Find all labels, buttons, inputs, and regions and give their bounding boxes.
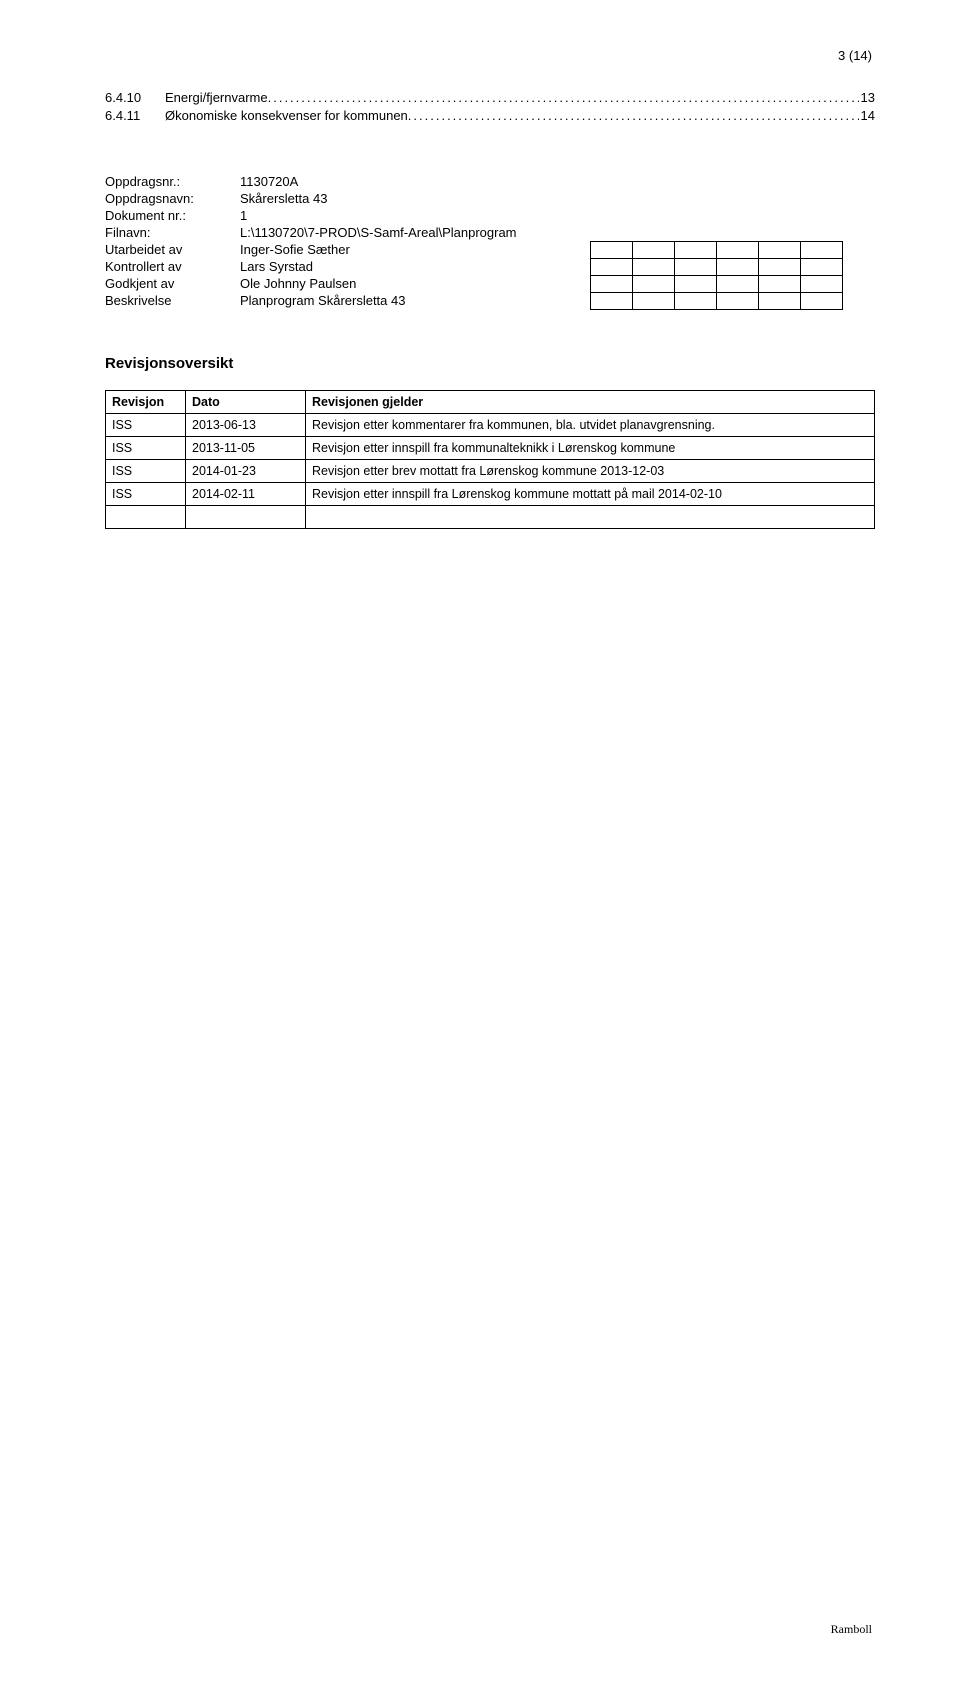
meta-empty-cell <box>758 258 800 275</box>
cell-date: 2014-02-11 <box>186 482 306 505</box>
meta-value: Skårersletta 43 <box>240 190 590 207</box>
col-description: Revisjonen gjelder <box>306 390 875 413</box>
cell-description: Revisjon etter innspill fra kommunaltekn… <box>306 436 875 459</box>
toc-page: 14 <box>859 108 875 123</box>
meta-row: Oppdragsnr.: 1130720A <box>105 173 842 190</box>
meta-label: Oppdragsnavn: <box>105 190 240 207</box>
meta-label: Kontrollert av <box>105 258 240 275</box>
cell-description <box>306 505 875 528</box>
cell-revision: ISS <box>106 413 186 436</box>
meta-empty-cell <box>674 275 716 292</box>
cell-description: Revisjon etter kommentarer fra kommunen,… <box>306 413 875 436</box>
meta-empty-cell <box>716 241 758 258</box>
footer-company: Ramboll <box>831 1622 872 1637</box>
toc: 6.4.10 Energi/fjernvarme 13 6.4.11 Økono… <box>105 90 875 123</box>
meta-empty-cell <box>590 241 632 258</box>
toc-entry: 6.4.11 Økonomiske konsekvenser for kommu… <box>105 108 875 123</box>
meta-label: Utarbeidet av <box>105 241 240 258</box>
meta-row: Dokument nr.: 1 <box>105 207 842 224</box>
revision-heading: Revisjonsoversikt <box>105 355 875 372</box>
meta-empty-cell <box>800 258 842 275</box>
meta-value: Ole Johnny Paulsen <box>240 275 590 292</box>
meta-empty-cell <box>800 275 842 292</box>
cell-date <box>186 505 306 528</box>
meta-empty-cell <box>590 258 632 275</box>
meta-empty-cell <box>674 258 716 275</box>
meta-empty-cell <box>758 275 800 292</box>
meta-label: Dokument nr.: <box>105 207 240 224</box>
meta-value: L:\1130720\7-PROD\S-Samf-Areal\Planprogr… <box>240 224 590 241</box>
meta-empty-cell <box>758 292 800 309</box>
meta-row: Utarbeidet av Inger-Sofie Sæther <box>105 241 842 258</box>
cell-revision <box>106 505 186 528</box>
col-revision: Revisjon <box>106 390 186 413</box>
meta-label: Godkjent av <box>105 275 240 292</box>
table-row: ISS 2013-06-13 Revisjon etter kommentare… <box>106 413 875 436</box>
table-row: ISS 2014-01-23 Revisjon etter brev motta… <box>106 459 875 482</box>
meta-empty-cell <box>674 292 716 309</box>
meta-empty-cell <box>632 241 674 258</box>
cell-date: 2013-11-05 <box>186 436 306 459</box>
toc-entry: 6.4.10 Energi/fjernvarme 13 <box>105 90 875 105</box>
col-date: Dato <box>186 390 306 413</box>
meta-value: Lars Syrstad <box>240 258 590 275</box>
meta-row: Kontrollert av Lars Syrstad <box>105 258 842 275</box>
meta-label: Oppdragsnr.: <box>105 173 240 190</box>
meta-empty-cell <box>716 292 758 309</box>
meta-row: Oppdragsnavn: Skårersletta 43 <box>105 190 842 207</box>
cell-revision: ISS <box>106 459 186 482</box>
meta-value: 1130720A <box>240 173 590 190</box>
meta-empty-cell <box>800 241 842 258</box>
meta-empty-cell <box>674 241 716 258</box>
meta-row: Godkjent av Ole Johnny Paulsen <box>105 275 842 292</box>
meta-empty-cell <box>716 258 758 275</box>
table-row: ISS 2014-02-11 Revisjon etter innspill f… <box>106 482 875 505</box>
toc-dots <box>408 108 859 123</box>
toc-num: 6.4.11 <box>105 108 165 123</box>
revision-table: Revisjon Dato Revisjonen gjelder ISS 201… <box>105 390 875 529</box>
cell-description: Revisjon etter innspill fra Lørenskog ko… <box>306 482 875 505</box>
meta-empty-cell <box>632 275 674 292</box>
meta-row: Filnavn: L:\1130720\7-PROD\S-Samf-Areal\… <box>105 224 842 241</box>
meta-label: Beskrivelse <box>105 292 240 309</box>
table-row <box>106 505 875 528</box>
meta-value: Planprogram Skårersletta 43 <box>240 292 590 309</box>
cell-date: 2013-06-13 <box>186 413 306 436</box>
cell-revision: ISS <box>106 436 186 459</box>
toc-title: Økonomiske konsekvenser for kommunen <box>165 108 408 123</box>
table-row: ISS 2013-11-05 Revisjon etter innspill f… <box>106 436 875 459</box>
meta-value: Inger-Sofie Sæther <box>240 241 590 258</box>
meta-empty-cell <box>590 275 632 292</box>
metadata-table: Oppdragsnr.: 1130720A Oppdragsnavn: Skår… <box>105 173 843 310</box>
meta-label: Filnavn: <box>105 224 240 241</box>
toc-num: 6.4.10 <box>105 90 165 105</box>
toc-title: Energi/fjernvarme <box>165 90 268 105</box>
meta-empty-cell <box>590 292 632 309</box>
toc-dots <box>268 90 859 105</box>
meta-empty-cell <box>632 292 674 309</box>
cell-date: 2014-01-23 <box>186 459 306 482</box>
meta-empty-cell <box>632 258 674 275</box>
meta-empty-cell <box>716 275 758 292</box>
toc-page: 13 <box>859 90 875 105</box>
meta-empty-cell <box>800 292 842 309</box>
table-header-row: Revisjon Dato Revisjonen gjelder <box>106 390 875 413</box>
meta-value: 1 <box>240 207 590 224</box>
cell-description: Revisjon etter brev mottatt fra Lørensko… <box>306 459 875 482</box>
cell-revision: ISS <box>106 482 186 505</box>
page-number: 3 (14) <box>838 48 872 63</box>
meta-empty-cell <box>758 241 800 258</box>
meta-row: Beskrivelse Planprogram Skårersletta 43 <box>105 292 842 309</box>
